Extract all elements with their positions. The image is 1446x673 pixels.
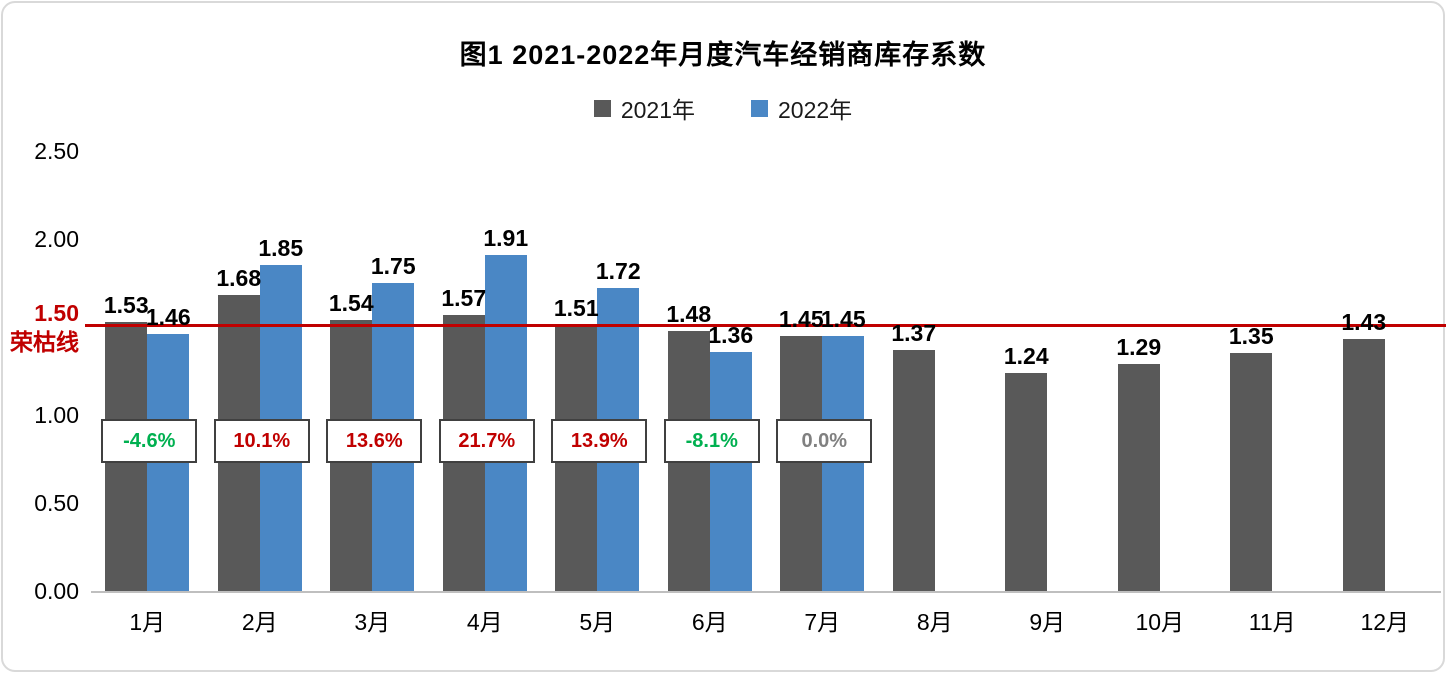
bar-value-label: 1.72 (595, 258, 641, 285)
bar-2021年-11月 (1230, 353, 1273, 591)
yoy-change-label: 13.9% (551, 419, 648, 464)
yoy-change-label: -8.1% (663, 419, 760, 464)
bar-value-label: 1.37 (891, 319, 937, 346)
y-axis: 0.00 0.50 1.00 2.00 2.50 1.50 荣枯线 (3, 138, 83, 604)
x-axis-tick-label: 1月 (129, 609, 166, 635)
bar-value-label: 1.75 (370, 253, 416, 279)
legend-swatch-2022 (751, 99, 768, 117)
legend-swatch-2021 (593, 99, 611, 117)
x-axis-tick-label: 3月 (354, 609, 391, 635)
bar-value-label: 1.54 (328, 289, 374, 316)
bar-2021年-7月 (780, 335, 823, 591)
y-axis-tick-label: 1.00 (34, 402, 79, 428)
yoy-change-label: 0.0% (776, 419, 873, 464)
bar-value-label: 1.45 (778, 305, 824, 332)
legend-item-2021: 2021年 (593, 91, 695, 125)
yoy-change-label: 21.7% (438, 419, 535, 464)
bar-value-label: 1.51 (553, 295, 599, 322)
bar-2021年-10月 (1117, 363, 1160, 591)
bar-value-label: 1.53 (103, 291, 149, 318)
legend-item-2022: 2022年 (751, 91, 852, 125)
x-axis-tick-label: 4月 (466, 609, 503, 635)
bar-value-label: 1.85 (258, 235, 304, 262)
y-axis-tick-label: 0.00 (34, 578, 79, 604)
bar-value-label: 1.43 (1341, 309, 1387, 336)
legend-label-2021: 2021年 (620, 97, 695, 123)
x-axis-tick-label: 8月 (916, 609, 953, 635)
bar-value-label: 1.91 (483, 224, 529, 251)
bar-value-label: 1.36 (708, 321, 754, 348)
plot-area: 1月 1.53 1.46 -4.6% 2月 1.68 1.85 10.1% 3月 1.54 1.75… (85, 151, 1446, 635)
y-axis-tick-label: 2.50 (34, 138, 79, 164)
bar-value-label: 1.68 (216, 265, 262, 292)
bar-value-label: 1.57 (441, 284, 487, 311)
y-axis-tick-label: 2.00 (34, 226, 79, 252)
yoy-change-label: 10.1% (213, 419, 310, 464)
y-axis-tick-label: 0.50 (34, 490, 79, 516)
bar-value-label: 1.35 (1228, 323, 1274, 350)
yoy-change-label: 13.6% (326, 419, 423, 464)
bar-2021年-9月 (1005, 372, 1048, 591)
threshold-name-label: 荣枯线 (10, 329, 79, 355)
bar-value-label: 1.45 (820, 305, 866, 332)
x-axis-tick-label: 12月 (1360, 609, 1410, 635)
x-axis-tick-label: 2月 (241, 609, 278, 635)
x-axis-tick-label: 11月 (1248, 609, 1296, 635)
legend-label-2022: 2022年 (778, 97, 853, 123)
x-axis-tick-label: 10月 (1135, 609, 1185, 635)
threshold-value-label: 1.50 (34, 300, 79, 326)
threshold-axis-label: 1.50 荣枯线 (3, 299, 79, 357)
bar-value-label: 1.46 (145, 304, 191, 331)
legend: 2021年 2022年 (3, 91, 1443, 125)
x-axis-tick-label: 5月 (579, 609, 616, 635)
bar-2022年-6月 (709, 351, 752, 591)
x-axis-tick-label: 9月 (1029, 609, 1066, 635)
x-axis-tick-label: 6月 (691, 609, 728, 635)
bar-2022年-7月 (822, 335, 865, 591)
threshold-line (85, 324, 1446, 327)
bar-value-label: 1.29 (1116, 333, 1162, 360)
x-axis-tick-label: 7月 (804, 609, 841, 635)
chart-title: 图1 2021-2022年月度汽车经销商库存系数 (459, 40, 987, 70)
bar-value-label: 1.48 (666, 300, 712, 327)
bar-2021年-12月 (1342, 339, 1385, 591)
bar-value-label: 1.24 (1003, 342, 1049, 369)
yoy-change-label: -4.6% (101, 419, 198, 464)
bar-2021年-8月 (892, 349, 935, 591)
